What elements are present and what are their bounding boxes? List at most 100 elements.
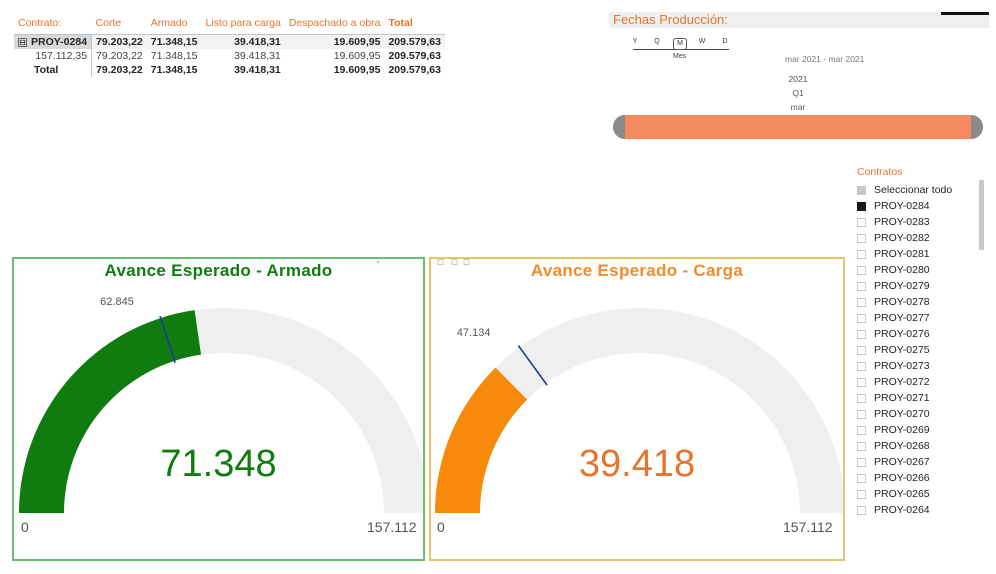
contract-label: PROY-0283	[874, 216, 930, 228]
gauge-target-line	[517, 345, 548, 386]
gauge-title: Avance Esperado - Armado	[104, 261, 333, 280]
checkbox[interactable]	[857, 505, 866, 515]
gauge-min-label: 0	[437, 519, 445, 535]
contract-item[interactable]: PROY-0264	[857, 502, 982, 518]
cell-total: 209.579,63	[384, 34, 445, 49]
checkbox[interactable]	[857, 233, 866, 243]
contract-label: PROY-0281	[874, 248, 930, 260]
level-quarter[interactable]: Q	[654, 38, 660, 45]
level-day[interactable]: D	[722, 38, 728, 45]
hierarchy-quarter: Q1	[792, 88, 804, 98]
gauge-carga[interactable]: Avance Esperado - Carga 47.134 39.418 0 …	[429, 257, 845, 561]
cell-armado: 71.348,15	[150, 50, 198, 62]
contract-item[interactable]: PROY-0271	[857, 390, 982, 406]
checkbox[interactable]	[857, 489, 866, 499]
cell-armado: 71.348,15	[150, 64, 198, 76]
contract-item[interactable]: PROY-0278	[857, 294, 982, 310]
contract-label: PROY-0264	[874, 504, 930, 516]
cell-armado: 71.348,15	[146, 34, 202, 49]
contract-label: PROY-0272	[874, 376, 930, 388]
checkbox[interactable]	[857, 361, 866, 371]
header-total[interactable]: Total	[384, 12, 445, 35]
header-listo-para-carga[interactable]: Listo para carga	[201, 12, 285, 35]
checkbox[interactable]	[857, 249, 866, 259]
checkbox[interactable]	[857, 265, 866, 275]
cell-listo-para-carga: 39.418,31	[201, 34, 285, 49]
level-year[interactable]: Y	[632, 38, 638, 45]
contract-label: Seleccionar todo	[874, 184, 953, 196]
contract-label: PROY-0265	[874, 488, 930, 500]
cell-total: 209.579,63	[388, 64, 441, 76]
gauge-fill	[19, 310, 202, 513]
more-options-icon[interactable]	[463, 259, 470, 265]
contract-item[interactable]: PROY-0283	[857, 214, 982, 230]
contracts-scrollbar[interactable]	[979, 180, 984, 250]
checkbox[interactable]	[857, 313, 866, 323]
gauge-min-label: 0	[21, 519, 29, 535]
checkbox[interactable]	[857, 473, 866, 483]
focus-mode-icon[interactable]	[437, 259, 444, 265]
contract-label: PROY-0271	[874, 392, 930, 404]
select-all-item[interactable]: Seleccionar todo	[857, 182, 982, 198]
checkbox[interactable]	[857, 185, 866, 195]
header-armado[interactable]: Armado	[146, 12, 202, 35]
gauge-carga-svg	[435, 308, 843, 513]
contract-label: PROY-0280	[874, 264, 930, 276]
contract-item[interactable]: PROY-0267	[857, 454, 982, 470]
checkbox[interactable]	[857, 329, 866, 339]
checkbox[interactable]	[857, 425, 866, 435]
contract-item[interactable]: PROY-0265	[857, 486, 982, 502]
contract-label: PROY-0277	[874, 312, 930, 324]
cell-corte: 79.203,22	[96, 64, 143, 76]
contract-item[interactable]: PROY-0279	[857, 278, 982, 294]
contract-item[interactable]: PROY-0277	[857, 310, 982, 326]
checkbox[interactable]	[857, 409, 866, 419]
header-contrato[interactable]: Contrato:	[14, 12, 92, 35]
contract-item[interactable]: PROY-0270	[857, 406, 982, 422]
contract-item[interactable]: PROY-0275	[857, 342, 982, 358]
level-month[interactable]: M	[673, 38, 687, 50]
gauge-armado[interactable]: Avance Esperado - Armado 62.845 71.348 0…	[12, 257, 425, 561]
contract-item[interactable]: PROY-0268	[857, 438, 982, 454]
matrix-header-row: Contrato: Corte Armado Listo para carga …	[14, 12, 445, 35]
checkbox[interactable]	[857, 441, 866, 451]
checkbox[interactable]	[857, 281, 866, 291]
header-corte[interactable]: Corte	[91, 12, 147, 35]
row-label: Total	[14, 63, 93, 77]
table-row[interactable]: ⊟ PROY-0284 79.203,22 71.348,15 39.418,31…	[14, 34, 445, 49]
contract-item[interactable]: PROY-0284	[857, 198, 982, 214]
contract-item[interactable]: PROY-0273	[857, 358, 982, 374]
row-label: PROY-0284	[31, 36, 88, 48]
checkbox[interactable]	[857, 457, 866, 467]
checkbox[interactable]	[857, 377, 866, 387]
matrix-table: Contrato: Corte Armado Listo para carga …	[14, 12, 445, 77]
gauge-value: 71.348	[160, 443, 277, 485]
header-despachado-a-obra[interactable]: Despachado a obra	[284, 12, 385, 35]
level-week[interactable]: W	[698, 38, 706, 45]
expand-icon[interactable]	[451, 259, 458, 265]
cell-despachado-a-obra: 19.609,95	[333, 64, 381, 76]
timeline-end-handle[interactable]	[971, 115, 983, 139]
gauge-title: Avance Esperado - Carga	[530, 261, 744, 280]
contract-item[interactable]: PROY-0282	[857, 230, 982, 246]
checkbox[interactable]	[857, 217, 866, 227]
checkbox[interactable]	[857, 345, 866, 355]
contract-item[interactable]: PROY-0272	[857, 374, 982, 390]
contract-item[interactable]: PROY-0269	[857, 422, 982, 438]
checkbox[interactable]	[857, 201, 866, 211]
collapse-icon[interactable]: ⊟	[18, 37, 27, 47]
gauge-value: 39.418	[578, 443, 696, 485]
contract-item[interactable]: PROY-0280	[857, 262, 982, 278]
gauge-target-line	[159, 315, 176, 363]
contract-item[interactable]: PROY-0281	[857, 246, 982, 262]
contract-item[interactable]: PROY-0266	[857, 470, 982, 486]
table-row[interactable]: 157.112,35 79.203,22 71.348,15 39.418,31…	[14, 49, 445, 63]
cell-listo-para-carga: 39.418,31	[234, 64, 281, 76]
checkbox[interactable]	[857, 393, 866, 403]
timeline-start-handle[interactable]	[613, 115, 625, 139]
contract-item[interactable]: PROY-0276	[857, 326, 982, 342]
contract-label: PROY-0276	[874, 328, 930, 340]
timeline-bar[interactable]	[613, 115, 983, 139]
table-row[interactable]: Total 79.203,22 71.348,15 39.418,31 19.6…	[14, 63, 445, 77]
checkbox[interactable]	[857, 297, 866, 307]
